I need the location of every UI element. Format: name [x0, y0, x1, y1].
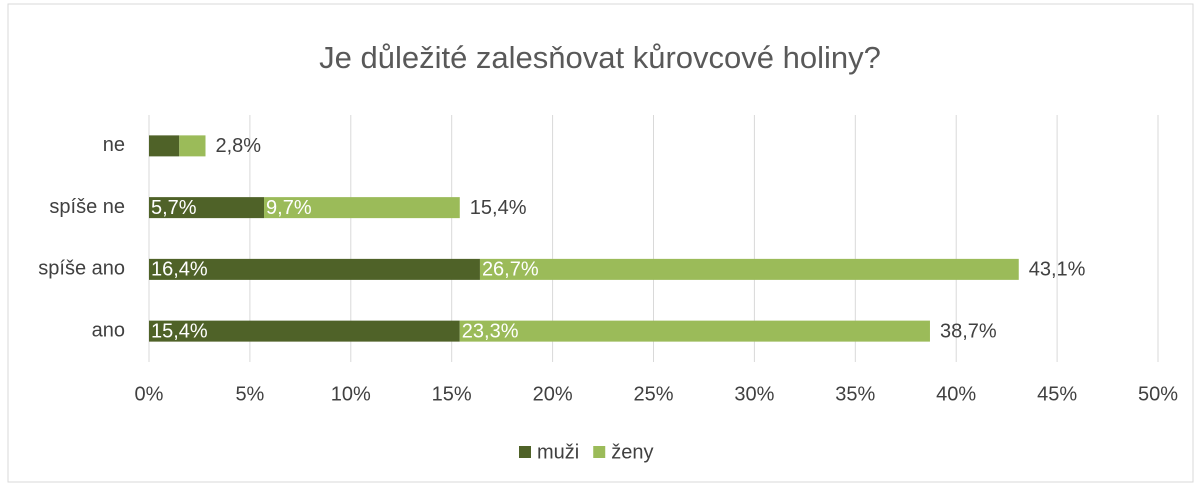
legend-swatch — [519, 446, 531, 458]
bar-segment — [149, 258, 480, 280]
x-tick-label: 35% — [835, 383, 875, 405]
y-tick-label: ano — [92, 319, 125, 341]
chart-border — [7, 3, 1194, 483]
value-label: 15,4% — [151, 320, 208, 342]
y-tick-label: spíše ano — [38, 258, 125, 280]
legend-label: muži — [537, 441, 579, 463]
value-label: 23,3% — [462, 320, 519, 342]
bar-segment — [149, 135, 180, 157]
bar-segment — [149, 320, 460, 342]
legend-label: ženy — [611, 441, 653, 463]
x-tick-label: 25% — [633, 383, 673, 405]
chart-title: Je důležité zalesňovat kůrovcové holiny? — [319, 40, 881, 75]
x-tick-label: 40% — [936, 383, 976, 405]
value-label: 9,7% — [266, 197, 312, 219]
legend-swatch — [593, 446, 606, 458]
x-tick-label: 50% — [1138, 383, 1178, 405]
x-tick-label: 15% — [432, 383, 472, 405]
value-label: 5,7% — [151, 197, 197, 219]
bar-segment — [479, 258, 1019, 280]
x-tick-label: 0% — [135, 383, 164, 405]
x-tick-label: 20% — [533, 383, 573, 405]
x-tick-label: 10% — [331, 383, 371, 405]
total-label: 43,1% — [1029, 259, 1086, 281]
y-tick-label: spíše ne — [49, 196, 125, 218]
value-label: 26,7% — [482, 259, 539, 281]
bar-segment — [179, 135, 206, 157]
value-label: 16,4% — [151, 259, 208, 281]
bar-segment — [264, 197, 460, 219]
bar-segment — [459, 320, 930, 342]
x-tick-label: 45% — [1037, 383, 1077, 405]
total-label: 38,7% — [940, 320, 997, 342]
x-tick-label: 5% — [235, 383, 264, 405]
total-label: 2,8% — [216, 135, 262, 157]
x-tick-label: 30% — [734, 383, 774, 405]
total-label: 15,4% — [470, 197, 527, 219]
bar-segment — [149, 197, 265, 219]
y-tick-label: ne — [103, 134, 125, 156]
